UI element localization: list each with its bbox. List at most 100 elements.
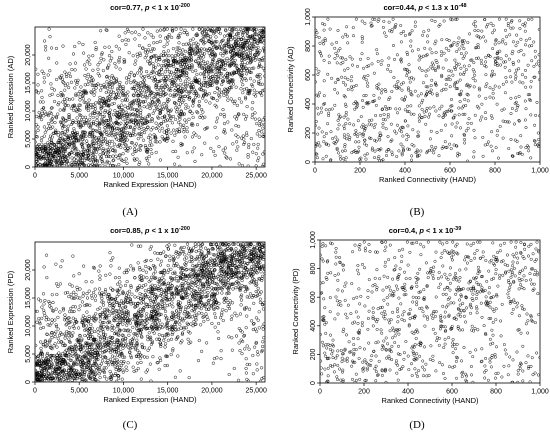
data-point [245, 55, 250, 59]
data-point [236, 135, 240, 139]
data-point [256, 41, 260, 45]
data-point [260, 276, 264, 280]
data-point [388, 106, 392, 110]
data-point [215, 66, 219, 70]
data-point [104, 90, 108, 95]
data-point [444, 87, 448, 91]
data-point [242, 248, 246, 252]
data-point [63, 139, 67, 143]
data-point [75, 288, 79, 292]
data-point [407, 63, 411, 67]
data-point [88, 358, 92, 362]
data-point [100, 51, 104, 55]
data-point [91, 103, 95, 107]
data-point [446, 77, 450, 81]
data-point [408, 33, 411, 36]
data-point [239, 253, 243, 257]
data-point [190, 150, 195, 154]
data-point [60, 136, 64, 140]
data-point [326, 72, 330, 76]
data-point [488, 86, 492, 90]
data-point [72, 363, 76, 367]
data-point [200, 153, 204, 157]
data-point [126, 268, 130, 272]
data-point [448, 85, 452, 89]
data-point [423, 46, 427, 50]
data-point [213, 312, 217, 316]
data-point [41, 342, 45, 346]
data-point [493, 84, 497, 88]
data-point [345, 34, 349, 38]
data-point [50, 361, 54, 365]
data-point [212, 63, 216, 67]
data-point [53, 130, 57, 134]
data-point [244, 66, 248, 70]
data-point [383, 31, 386, 35]
data-point [132, 332, 136, 336]
data-point [83, 73, 87, 78]
data-point [79, 124, 83, 128]
data-point [347, 138, 351, 142]
data-point [150, 341, 154, 345]
data-point [410, 49, 414, 53]
data-point [98, 164, 102, 167]
data-point [454, 125, 458, 129]
data-point [232, 366, 236, 371]
data-point [50, 120, 54, 124]
data-point [457, 113, 461, 117]
data-point [106, 359, 110, 363]
data-point [217, 302, 221, 306]
data-point [107, 99, 111, 103]
data-point [60, 131, 64, 135]
data-point [502, 107, 506, 111]
data-point [167, 70, 171, 74]
data-point [246, 379, 251, 382]
data-point [344, 104, 348, 108]
data-point [191, 115, 195, 119]
data-point [132, 127, 136, 131]
data-point [206, 284, 211, 288]
data-point [461, 42, 465, 45]
data-point [163, 36, 168, 40]
data-point [96, 307, 100, 311]
data-point [96, 147, 100, 151]
data-point [337, 123, 341, 127]
data-point [354, 129, 358, 133]
data-point [245, 276, 249, 280]
data-point [67, 153, 71, 157]
data-point [145, 89, 149, 94]
data-point [401, 126, 405, 130]
data-point [129, 70, 133, 74]
data-point [206, 60, 210, 64]
data-point [378, 138, 382, 142]
data-point [330, 76, 334, 80]
data-point [396, 111, 399, 115]
data-point [203, 141, 207, 145]
data-point [505, 80, 508, 84]
data-point [142, 105, 146, 109]
data-point [184, 49, 188, 53]
data-point [178, 83, 182, 87]
data-point [499, 63, 503, 67]
data-point [192, 131, 196, 135]
data-point [210, 286, 214, 290]
data-point [113, 276, 118, 280]
data-point [429, 84, 433, 87]
data-point [393, 26, 397, 29]
data-point [40, 95, 44, 99]
data-point [80, 338, 84, 343]
data-point [181, 268, 185, 272]
data-point [124, 38, 128, 42]
data-point [61, 44, 65, 48]
data-point [180, 339, 184, 343]
data-point [189, 81, 194, 85]
data-point [179, 90, 184, 94]
data-point [262, 55, 265, 59]
data-point [188, 67, 192, 71]
data-point [245, 105, 249, 109]
data-point [166, 58, 170, 63]
data-point [245, 377, 249, 381]
data-point [216, 245, 220, 249]
data-point [402, 98, 406, 102]
data-point [158, 34, 162, 38]
